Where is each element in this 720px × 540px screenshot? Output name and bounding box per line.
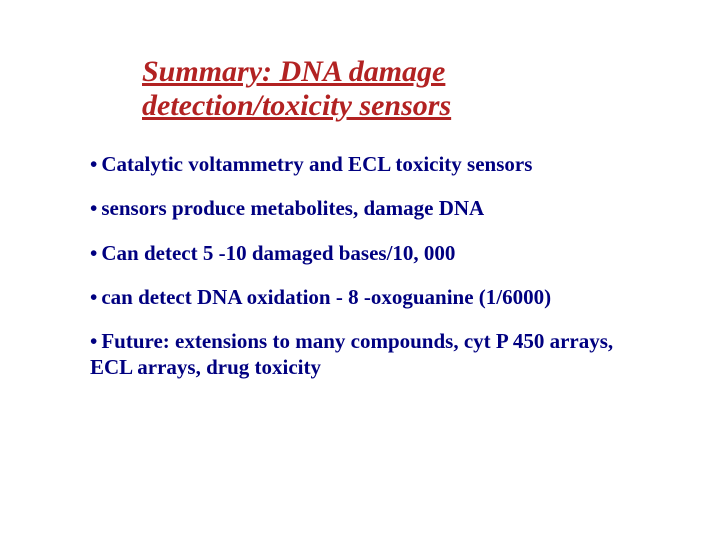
bullet-mark: • — [90, 329, 97, 353]
bullet-mark: • — [90, 285, 97, 309]
bullet-mark: • — [90, 152, 97, 176]
bullet-text: Future: extensions to many compounds, cy… — [90, 329, 613, 379]
bullet-item: •Catalytic voltammetry and ECL toxicity … — [90, 151, 630, 177]
title-line-1: Summary: DNA damage — [142, 55, 630, 89]
bullet-text: Can detect 5 -10 damaged bases/10, 000 — [101, 241, 455, 265]
bullet-text: can detect DNA oxidation - 8 -oxoguanine… — [101, 285, 551, 309]
bullet-mark: • — [90, 241, 97, 265]
bullet-list: •Catalytic voltammetry and ECL toxicity … — [90, 151, 630, 381]
bullet-text: Catalytic voltammetry and ECL toxicity s… — [101, 152, 532, 176]
bullet-item: •Can detect 5 -10 damaged bases/10, 000 — [90, 240, 630, 266]
title-line-2: detection/toxicity sensors — [142, 89, 630, 123]
bullet-mark: • — [90, 196, 97, 220]
slide-title: Summary: DNA damage detection/toxicity s… — [90, 55, 630, 123]
bullet-item: •can detect DNA oxidation - 8 -oxoguanin… — [90, 284, 630, 310]
bullet-item: •sensors produce metabolites, damage DNA — [90, 195, 630, 221]
bullet-item: •Future: extensions to many compounds, c… — [90, 328, 630, 381]
bullet-text: sensors produce metabolites, damage DNA — [101, 196, 484, 220]
slide-container: Summary: DNA damage detection/toxicity s… — [0, 0, 720, 381]
